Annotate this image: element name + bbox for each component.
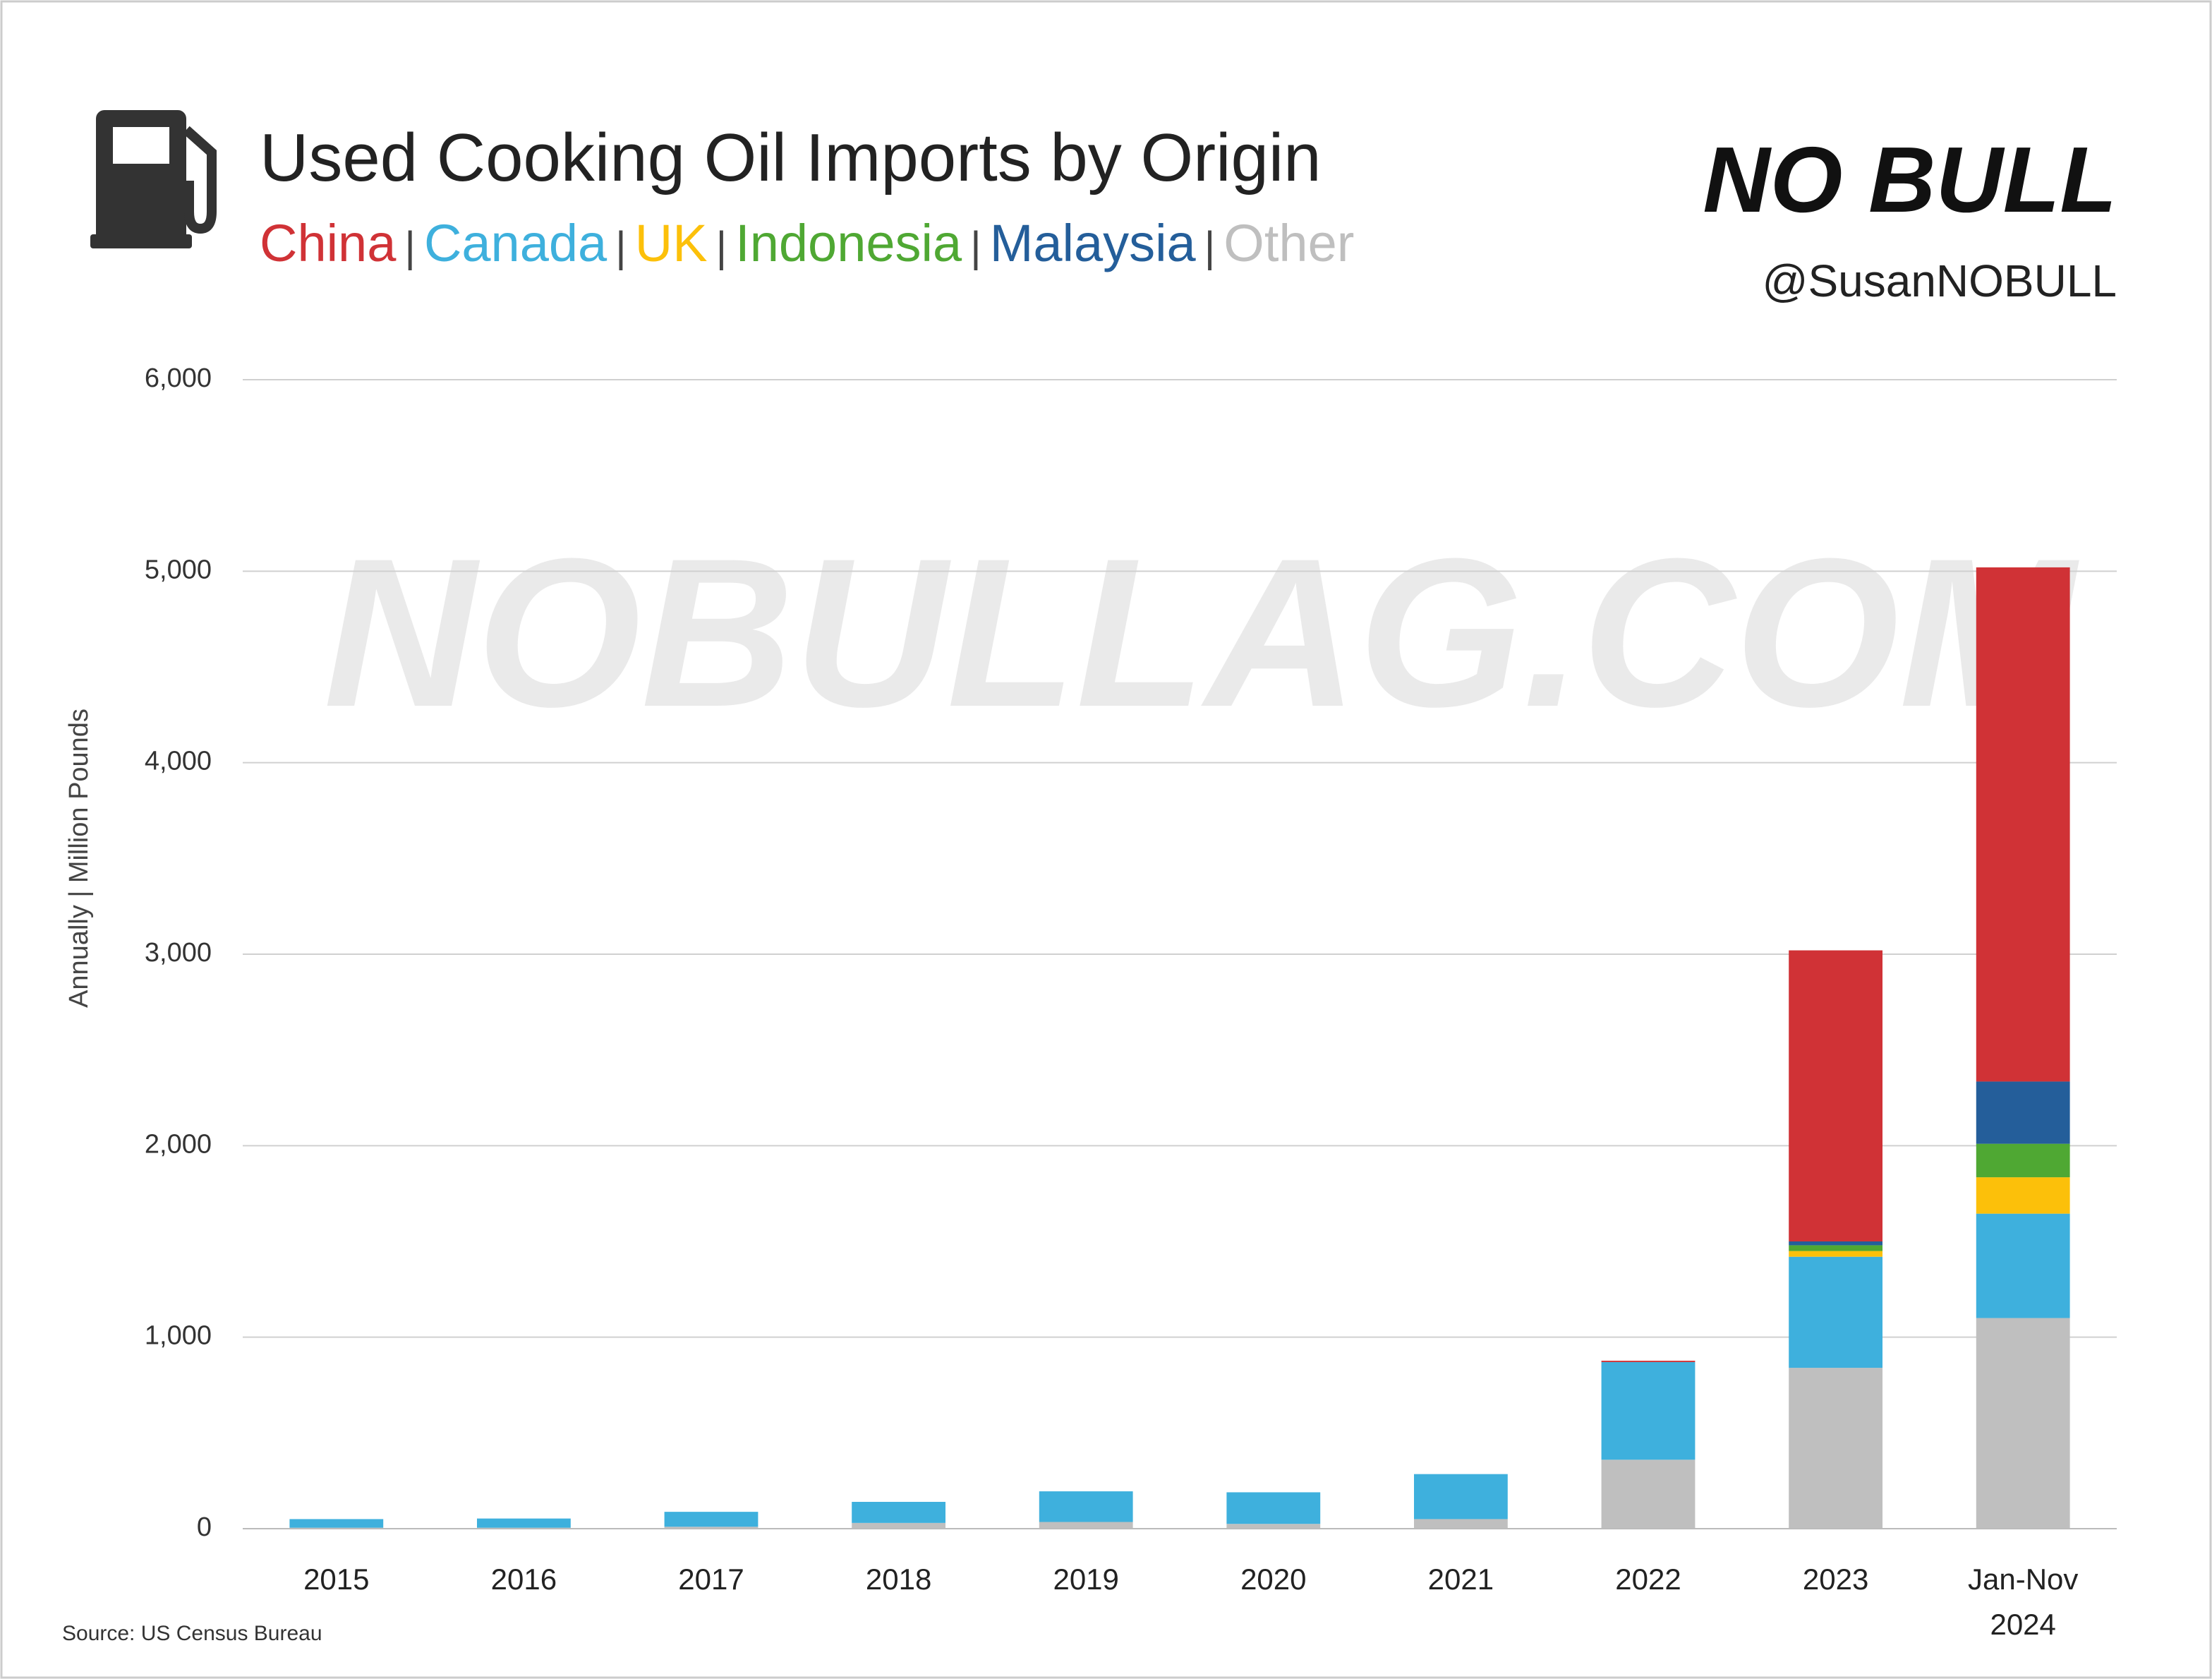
legend: China | Canada | UK | Indonesia | Malaysia | Other (260, 214, 1354, 272)
bar-segment (1976, 1177, 2070, 1214)
y-axis-label: Annually | Million Pounds (64, 709, 94, 1008)
bar-segment (1789, 1256, 1882, 1368)
bar-segment (1976, 1081, 2070, 1144)
x-tick-label: 2023 (1803, 1563, 1868, 1596)
legend-entry: UK (635, 214, 708, 272)
y-tick-label: 5,000 (145, 555, 212, 584)
legend-entry: Malaysia (990, 214, 1197, 272)
y-tick-label: 1,000 (145, 1321, 212, 1351)
x-tick-label: 2015 (303, 1563, 369, 1596)
x-tick-label: 2020 (1240, 1563, 1306, 1596)
bar-segment (1414, 1474, 1508, 1519)
bar-segment (289, 1519, 384, 1528)
bar-segment (1226, 1492, 1321, 1524)
legend-entry: Other (1223, 214, 1354, 272)
bar-segment (1789, 1368, 1882, 1529)
handle: @SusanNOBULL (1762, 255, 2117, 306)
legend-separator: | (1204, 223, 1216, 270)
logo: NO BULL (1703, 128, 2117, 231)
legend-entry: Canada (424, 214, 608, 272)
chart-title: Used Cooking Oil Imports by Origin (260, 120, 1322, 195)
bar-segment (1976, 567, 2070, 1082)
y-tick-label: 3,000 (145, 938, 212, 968)
x-tick-label: 2017 (678, 1563, 744, 1596)
bar-segment (1601, 1361, 1696, 1362)
bar-segment (1039, 1491, 1133, 1522)
legend-separator: | (615, 223, 627, 270)
legend-entry: Indonesia (735, 214, 962, 272)
bar-segment (852, 1522, 945, 1529)
bar-segment (664, 1512, 759, 1527)
x-tick-label: 2019 (1053, 1563, 1118, 1596)
x-tick-label: 2022 (1615, 1563, 1681, 1596)
bar-segment (477, 1518, 571, 1528)
x-tick-label: 2021 (1428, 1563, 1494, 1596)
watermark: NOBULLAG.COM (323, 514, 2081, 751)
bar-segment (1039, 1522, 1133, 1529)
bar-segment (852, 1502, 945, 1523)
legend-separator: | (970, 223, 981, 270)
bar-segment (1226, 1524, 1321, 1529)
y-tick-label: 0 (197, 1512, 212, 1542)
legend-entry: China (260, 214, 397, 272)
bar-segment (1414, 1519, 1508, 1529)
bar-segment (1976, 1318, 2070, 1529)
bar-segment (1976, 1213, 2070, 1318)
bar-segment (1601, 1361, 1696, 1460)
source: Source: US Census Bureau (62, 1622, 322, 1645)
bar-segment (1976, 1143, 2070, 1178)
pump-icon (90, 110, 217, 248)
legend-separator: | (716, 223, 727, 270)
bar-segment (1789, 950, 1882, 1241)
bar-segment (1789, 1241, 1882, 1246)
bar-segment (1789, 1251, 1882, 1257)
y-tick-label: 2,000 (145, 1129, 212, 1159)
bar-segment (1601, 1460, 1696, 1529)
y-tick-label: 6,000 (145, 363, 212, 393)
x-tick-label: Jan-Nov 2024 (1968, 1563, 2078, 1641)
bar-segment (1789, 1245, 1882, 1251)
x-tick-label: 2016 (491, 1563, 557, 1596)
y-tick-label: 4,000 (145, 747, 212, 776)
x-tick-label: 2018 (866, 1563, 931, 1596)
legend-separator: | (404, 223, 416, 270)
bar-segment (664, 1527, 759, 1529)
